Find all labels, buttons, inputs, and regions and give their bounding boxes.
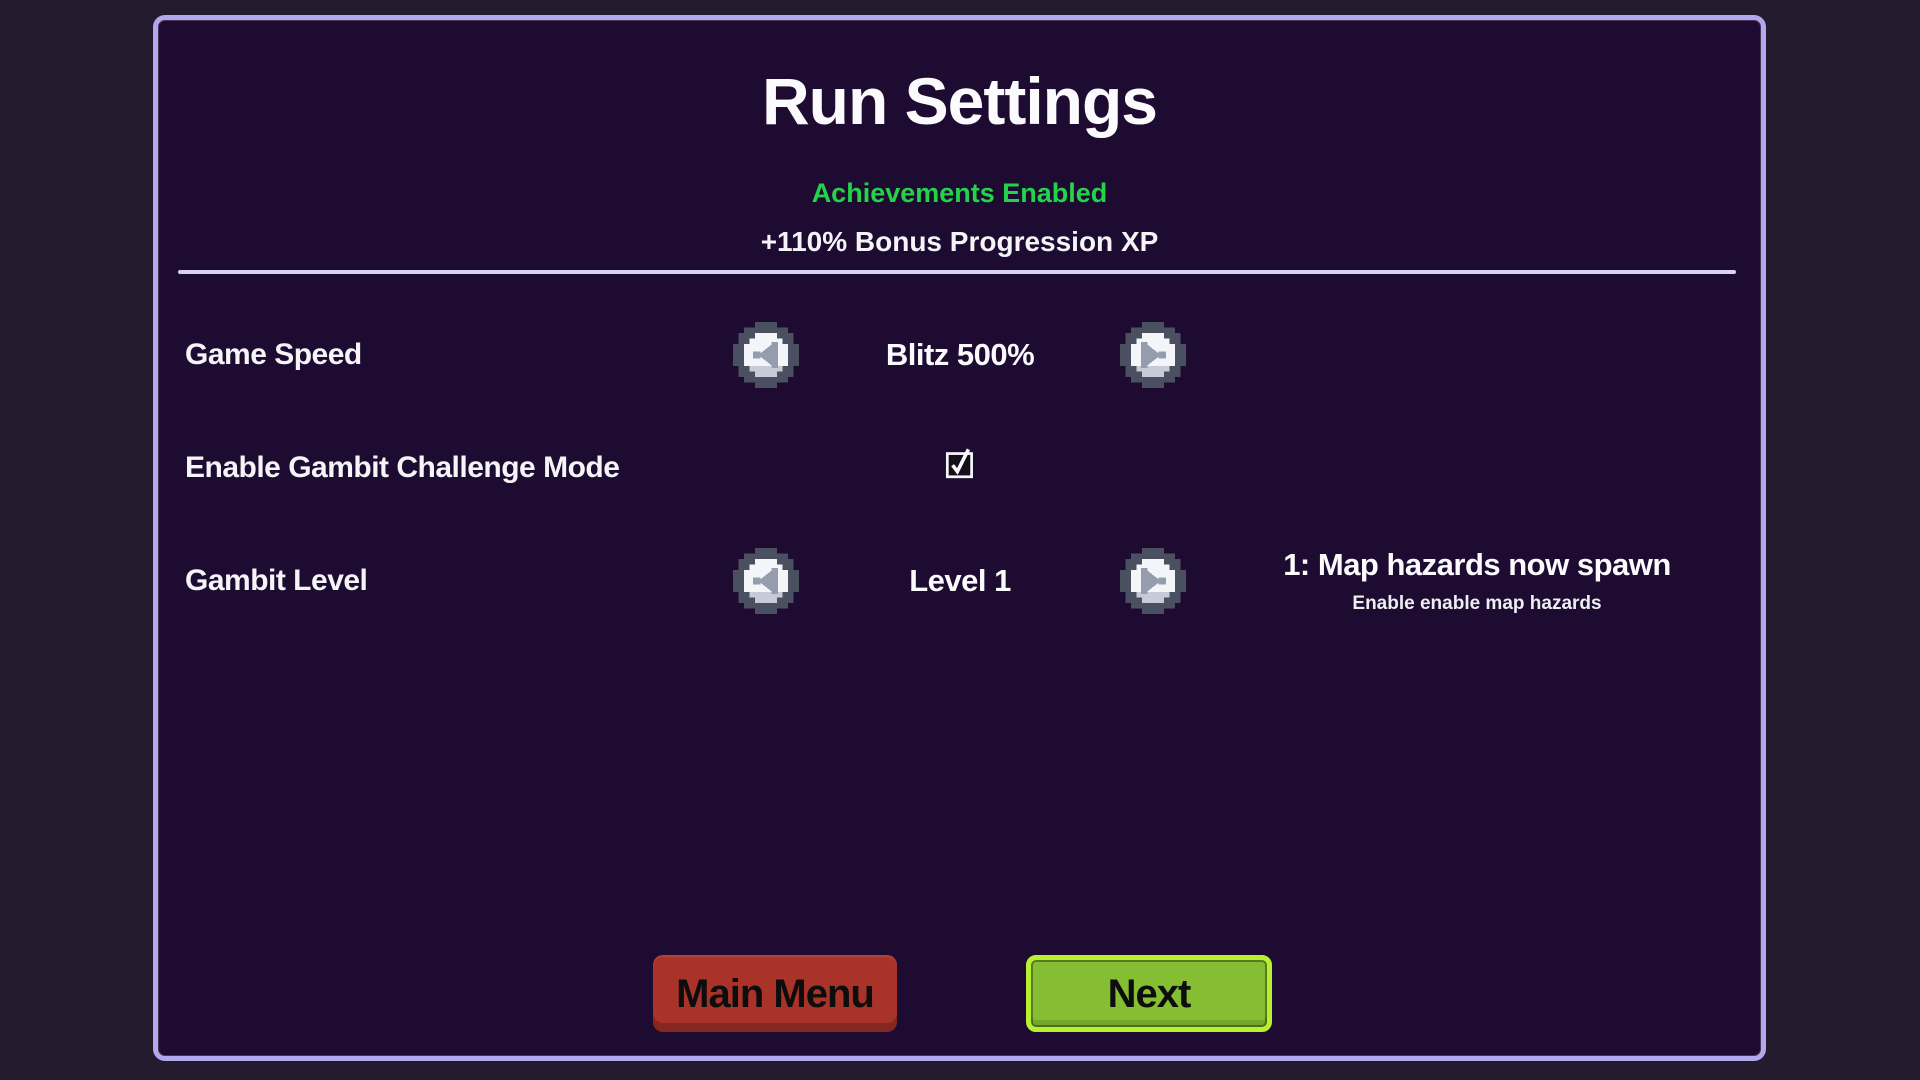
arrow-right-icon [1120, 548, 1186, 614]
game-speed-label: Game Speed [185, 338, 362, 371]
arrow-right-icon [1120, 322, 1186, 388]
arrow-left-icon [733, 548, 799, 614]
divider [178, 270, 1736, 274]
achievements-status: Achievements Enabled [811, 178, 1108, 208]
gambit-level-increase-button[interactable] [1120, 548, 1186, 614]
bonus-xp-text: +110% Bonus Progression XP [760, 226, 1159, 257]
gambit-level-decrease-button[interactable] [733, 548, 799, 614]
gambit-mode-checkbox[interactable] [942, 443, 978, 481]
game-speed-increase-button[interactable] [1120, 322, 1186, 388]
gambit-effect-title: 1: Map hazards now spawn [1283, 547, 1671, 582]
page-title: Run Settings [762, 64, 1158, 138]
gambit-level-value: Level 1 [909, 563, 1011, 598]
game-speed-decrease-button[interactable] [733, 322, 799, 388]
game-speed-value: Blitz 500% [885, 337, 1035, 372]
arrow-left-icon [733, 322, 799, 388]
next-button[interactable]: Next [1026, 955, 1272, 1032]
run-settings-panel: Run Settings Achievements Enabled +110% … [153, 15, 1766, 1061]
main-menu-button[interactable]: Main Menu [653, 955, 897, 1032]
gambit-effect-block: 1: Map hazards now spawn Enable enable m… [1177, 545, 1777, 616]
checkmark-icon [945, 448, 973, 479]
gambit-mode-label: Enable Gambit Challenge Mode [185, 451, 620, 484]
gambit-level-label: Gambit Level [185, 564, 368, 597]
gambit-effect-description: Enable enable map hazards [1352, 593, 1602, 614]
